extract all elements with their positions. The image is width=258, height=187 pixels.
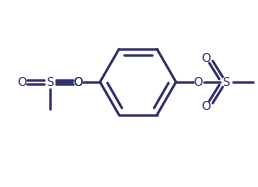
Text: O: O xyxy=(201,99,211,113)
Text: O: O xyxy=(73,76,83,88)
Text: O: O xyxy=(194,76,203,88)
Text: O: O xyxy=(201,51,211,65)
Text: S: S xyxy=(222,76,230,88)
Text: O: O xyxy=(17,76,27,88)
Text: S: S xyxy=(46,76,54,88)
Text: O: O xyxy=(73,76,83,88)
